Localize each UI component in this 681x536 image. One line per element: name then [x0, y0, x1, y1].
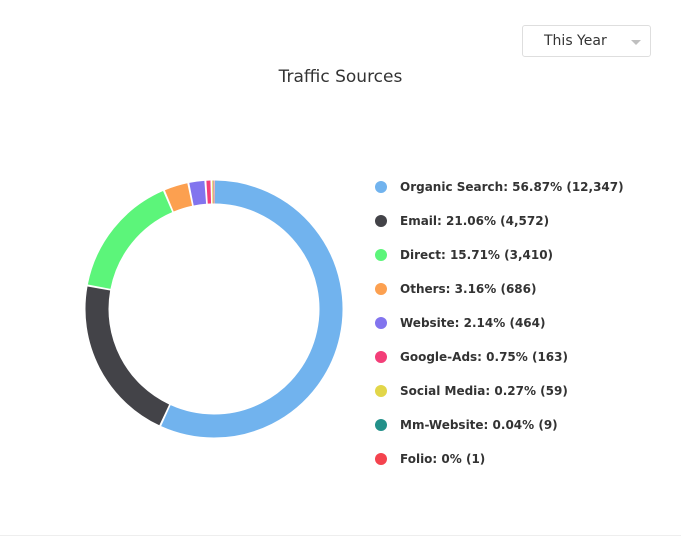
legend-label: Others: 3.16% (686)	[400, 282, 537, 296]
legend-marker	[375, 181, 387, 193]
legend-marker	[375, 317, 387, 329]
legend-label: Direct: 15.71% (3,410)	[400, 248, 554, 262]
legend-item-social-media[interactable]: Social Media: 0.27% (59)	[375, 374, 624, 408]
legend-item-direct[interactable]: Direct: 15.71% (3,410)	[375, 238, 624, 272]
legend-item-google-ads[interactable]: Google-Ads: 0.75% (163)	[375, 340, 624, 374]
legend-item-folio[interactable]: Folio: 0% (1)	[375, 442, 624, 476]
donut-slice-website[interactable]	[189, 180, 207, 206]
legend-marker	[375, 283, 387, 295]
legend-marker	[375, 351, 387, 363]
legend-label: Google-Ads: 0.75% (163)	[400, 350, 568, 364]
legend-label: Mm-Website: 0.04% (9)	[400, 418, 558, 432]
legend-item-website[interactable]: Website: 2.14% (464)	[375, 306, 624, 340]
donut-slice-organic-search[interactable]	[161, 180, 343, 438]
legend-marker	[375, 215, 387, 227]
chevron-down-icon	[631, 40, 641, 45]
donut-slice-others[interactable]	[164, 183, 193, 212]
chart-title: Traffic Sources	[278, 67, 403, 87]
legend-label: Website: 2.14% (464)	[400, 316, 546, 330]
period-select-value: This Year	[544, 33, 607, 49]
legend-item-mm-website[interactable]: Mm-Website: 0.04% (9)	[375, 408, 624, 442]
legend-label: Organic Search: 56.87% (12,347)	[400, 180, 624, 194]
donut-slice-email[interactable]	[85, 286, 170, 426]
legend-label: Social Media: 0.27% (59)	[400, 384, 568, 398]
legend-item-email[interactable]: Email: 21.06% (4,572)	[375, 204, 624, 238]
legend-label: Folio: 0% (1)	[400, 452, 486, 466]
legend-item-organic-search[interactable]: Organic Search: 56.87% (12,347)	[375, 170, 624, 204]
legend-label: Email: 21.06% (4,572)	[400, 214, 550, 228]
legend-marker	[375, 249, 387, 261]
chart-legend: Organic Search: 56.87% (12,347) Email: 21…	[375, 170, 624, 476]
legend-item-others[interactable]: Others: 3.16% (686)	[375, 272, 624, 306]
legend-marker	[375, 419, 387, 431]
period-select[interactable]: This Year	[522, 25, 651, 57]
legend-marker	[375, 453, 387, 465]
donut-slice-direct[interactable]	[87, 191, 173, 290]
legend-marker	[375, 385, 387, 397]
